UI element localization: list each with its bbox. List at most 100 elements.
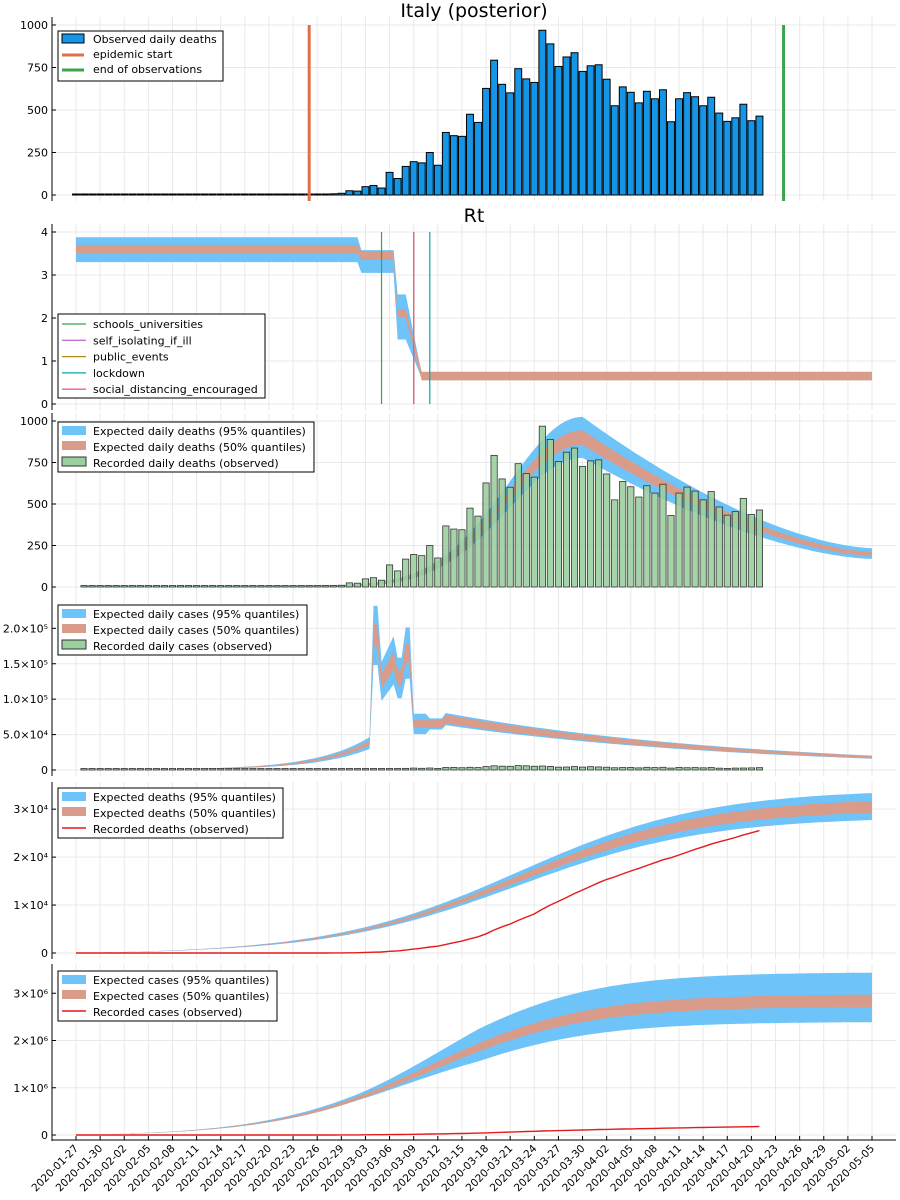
bar (72, 193, 80, 196)
bar (675, 492, 683, 588)
bar (643, 766, 651, 771)
bar (434, 768, 442, 771)
bar (546, 43, 555, 196)
bar (619, 767, 627, 771)
bar (490, 765, 498, 771)
bar (241, 585, 249, 588)
legend-swatch (62, 990, 86, 999)
bar (136, 193, 145, 196)
cum-deaths-band-95 (76, 793, 872, 953)
legend-label: end of observations (93, 63, 202, 76)
bar (755, 115, 764, 196)
bar (281, 585, 289, 588)
chart-title: Italy (posterior) (400, 0, 547, 22)
bar (192, 193, 201, 196)
bar (152, 193, 161, 196)
bar (152, 768, 160, 771)
bar (361, 186, 370, 196)
legend-label: Expected cases (50% quantiles) (93, 990, 269, 1003)
bar (385, 171, 394, 196)
bar (225, 768, 233, 771)
legend-box (57, 313, 266, 399)
legend-label: Expected daily cases (95% quantiles) (93, 608, 299, 621)
bar (530, 476, 538, 588)
bar (257, 585, 265, 588)
legend-swatch (61, 639, 87, 650)
y-tick-label: 3×10⁶ (13, 987, 48, 1000)
bar (603, 766, 611, 771)
bar (369, 184, 378, 196)
recorded-cases-line (76, 1125, 760, 1136)
bar (377, 579, 386, 588)
bar (562, 451, 571, 588)
bar (707, 96, 716, 196)
bar (562, 56, 571, 196)
bar (450, 528, 458, 588)
bar (667, 767, 675, 771)
bar (747, 120, 756, 196)
bar (257, 768, 265, 771)
bar (112, 585, 120, 588)
bar (715, 112, 724, 196)
bar (602, 78, 611, 196)
bar (232, 193, 241, 196)
bar (168, 768, 177, 771)
bar (313, 193, 322, 196)
legend: Expected daily deaths (95% quantiles) Exp… (57, 421, 315, 473)
bar (393, 178, 402, 196)
bar (409, 161, 418, 196)
y-tick-label: 0 (41, 189, 48, 202)
bar (562, 766, 571, 771)
bar (426, 767, 434, 771)
y-tick-label: 3 (41, 269, 48, 282)
legend: Expected daily cases (95% quantiles) Expe… (57, 604, 308, 656)
legend-label: Recorded deaths (observed) (93, 823, 249, 836)
bar (691, 490, 699, 588)
bar (699, 499, 707, 588)
bar (611, 767, 619, 771)
panel-cumulative-deaths: 0 1×10⁴ 2×10⁴ 3×10⁴ Expected deaths (95% qua… (13, 782, 896, 960)
bar (273, 768, 281, 771)
bar (498, 478, 506, 588)
bar (675, 766, 683, 771)
bar (144, 768, 152, 771)
bar (442, 525, 450, 588)
bar (289, 585, 297, 588)
bar (104, 768, 112, 771)
bar (731, 511, 739, 588)
legend-box (57, 604, 308, 656)
cum-cases-band-95 (76, 972, 872, 1135)
legend-swatch (62, 975, 86, 984)
bar (731, 117, 740, 196)
bar (321, 193, 330, 196)
legend-swatch (62, 792, 86, 801)
legend-label: self_isolating_if_ill (93, 334, 192, 347)
bar (650, 98, 659, 196)
bar (402, 767, 410, 771)
bar (498, 83, 507, 196)
y-tick-label: 1×10⁴ (13, 899, 48, 912)
legend-swatch (62, 609, 86, 618)
y-tick-label: 2.0×10⁵ (3, 622, 48, 635)
legend-label: lockdown (93, 367, 145, 380)
bar (216, 193, 225, 196)
y-tick-label: 0 (41, 581, 48, 594)
bar (249, 768, 257, 771)
bar (225, 585, 233, 588)
bar (538, 29, 547, 196)
bar (667, 121, 675, 196)
bar (587, 766, 595, 771)
bar (353, 190, 362, 196)
bar (482, 766, 490, 771)
y-tick-label: 1.5×10⁵ (3, 658, 48, 671)
bar (522, 78, 531, 196)
bar (184, 193, 193, 196)
bar (474, 767, 482, 771)
bar (185, 585, 193, 588)
bar (458, 529, 466, 588)
bar (176, 193, 185, 196)
bar (289, 768, 297, 771)
legend-swatch (61, 456, 87, 467)
bar (265, 193, 273, 196)
bar (619, 481, 627, 588)
